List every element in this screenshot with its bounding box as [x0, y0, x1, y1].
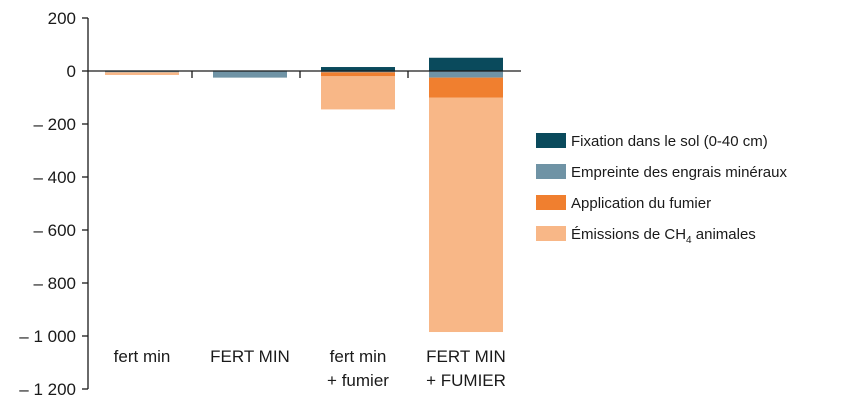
x-category-label: FERT MIN: [426, 347, 506, 366]
y-tick-label: – 1 000: [19, 327, 76, 346]
bar-segment: [321, 71, 395, 73]
bar-segment: [429, 71, 503, 78]
bar-segment: [321, 76, 395, 110]
legend-swatch: [536, 195, 566, 210]
bar-segment: [321, 72, 395, 77]
legend-swatch: [536, 133, 566, 148]
legend-label: Émissions de CH4 animales: [571, 226, 756, 246]
bar-segment: [429, 57, 503, 71]
legend-label: Application du fumier: [571, 195, 711, 212]
x-category-label: + fumier: [327, 371, 389, 390]
y-tick-label: – 400: [33, 168, 76, 187]
bar-segment: [213, 71, 287, 78]
bar-segment: [105, 71, 179, 73]
legend-label: Fixation dans le sol (0-40 cm): [571, 133, 768, 150]
bars-group: [105, 57, 503, 333]
x-category-label: + FUMIER: [426, 371, 506, 390]
y-tick-label: – 1 200: [19, 380, 76, 399]
legend: Fixation dans le sol (0-40 cm) Empreinte …: [536, 133, 787, 246]
y-tick-label: – 800: [33, 274, 76, 293]
legend-swatch: [536, 226, 566, 241]
bar-segment: [105, 72, 179, 75]
bar-segment: [321, 67, 395, 71]
legend-swatch: [536, 164, 566, 179]
y-tick-label: – 600: [33, 221, 76, 240]
legend-label: Empreinte des engrais minéraux: [571, 164, 787, 181]
bar-segment: [429, 97, 503, 333]
x-category-label: fert min: [330, 347, 387, 366]
y-tick-label: – 200: [33, 115, 76, 134]
y-tick-label: 200: [48, 9, 76, 28]
bar-segment: [429, 77, 503, 98]
x-category-label: fert min: [114, 347, 171, 366]
x-category-label: FERT MIN: [210, 347, 290, 366]
y-tick-label: 0: [67, 62, 76, 81]
axes-group: 200 0 – 200 – 400 – 600 – 800 – 1 000 – 1 200 fe…: [19, 9, 521, 399]
